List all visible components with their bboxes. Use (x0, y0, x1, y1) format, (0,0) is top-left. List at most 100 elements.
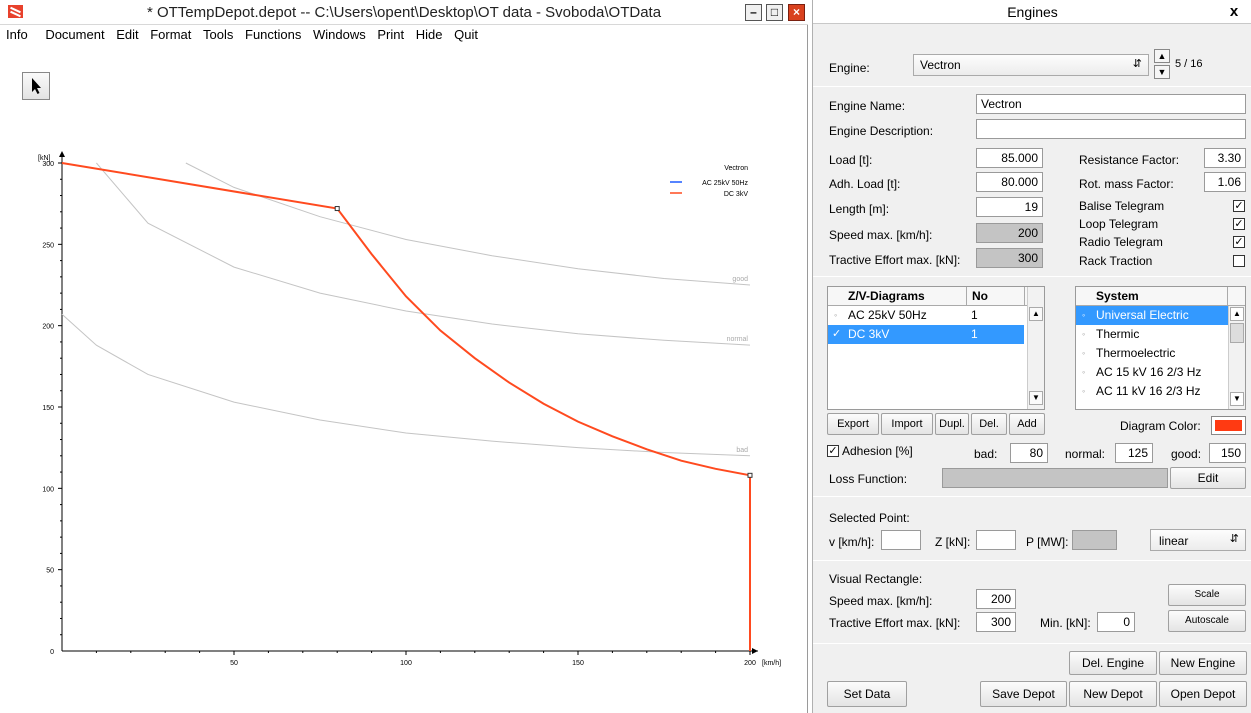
normal-label: normal: (1065, 447, 1106, 461)
engine-prev-button[interactable]: ▲ (1154, 49, 1170, 63)
scroll-up-icon[interactable]: ▲ (1029, 307, 1043, 321)
length-field[interactable]: 19 (976, 197, 1043, 217)
te-max-field: 300 (976, 248, 1043, 268)
system-row[interactable]: ◦ Thermic (1076, 325, 1245, 344)
edit-loss-button[interactable]: Edit (1170, 467, 1246, 489)
diagram-color-swatch[interactable] (1211, 416, 1246, 435)
diagram-row[interactable]: ◦ AC 25kV 50Hz 1 (828, 306, 1024, 325)
rack-checkbox[interactable] (1233, 255, 1245, 267)
p-label: P [MW]: (1026, 535, 1069, 549)
export-button[interactable]: Export (827, 413, 879, 435)
p-field (1072, 530, 1117, 550)
legend-title: Vectron (724, 165, 748, 172)
system-row-selected[interactable]: ◦ Universal Electric (1076, 306, 1228, 325)
separator (813, 496, 1251, 497)
resistance-field[interactable]: 3.30 (1204, 148, 1246, 168)
add-diagram-button[interactable]: Add (1009, 413, 1045, 435)
interpolation-value: linear (1159, 534, 1189, 548)
diagram-row-selected[interactable]: ✓ DC 3kV 1 (828, 325, 1024, 344)
x-tick-label: 150 (572, 660, 584, 667)
menu-functions[interactable]: Functions (245, 27, 302, 42)
good-field[interactable]: 150 (1209, 443, 1246, 463)
diagrams-scrollbar[interactable]: ▲ ▼ (1027, 287, 1044, 409)
engine-select[interactable]: Vectron ⇵ (913, 54, 1149, 76)
vr-te-field[interactable]: 300 (976, 612, 1016, 632)
rot-mass-field[interactable]: 1.06 (1204, 172, 1246, 192)
loss-function-label: Loss Function: (829, 472, 908, 486)
bullet-icon: ◦ (1082, 329, 1086, 339)
scroll-up-icon[interactable]: ▲ (1230, 307, 1244, 321)
engines-close-button[interactable]: x (1229, 3, 1239, 20)
normal-field[interactable]: 125 (1115, 443, 1153, 463)
import-button[interactable]: Import (881, 413, 933, 435)
bad-field[interactable]: 80 (1010, 443, 1048, 463)
menu-tools[interactable]: Tools (203, 27, 234, 42)
adh-load-field[interactable]: 80.000 (976, 172, 1043, 192)
set-data-button[interactable]: Set Data (827, 681, 907, 707)
system-row[interactable]: ◦ AC 15 kV 16 2/3 Hz (1076, 363, 1245, 382)
v-label: v [km/h]: (829, 535, 875, 549)
new-engine-button[interactable]: New Engine (1159, 651, 1247, 675)
balise-checkbox[interactable]: ✓ (1233, 200, 1245, 212)
v-field[interactable] (881, 530, 921, 550)
legend-entry: DC 3kV (724, 191, 748, 198)
engines-titlebar[interactable]: Engines x (813, 0, 1251, 24)
menu-format[interactable]: Format (150, 27, 192, 42)
data-point-marker (334, 206, 340, 212)
diagrams-list[interactable]: Z/V-Diagrams No ◦ AC 25kV 50Hz 1 ✓ DC 3k… (827, 286, 1045, 410)
menu-quit[interactable]: Quit (454, 27, 478, 42)
scroll-down-icon[interactable]: ▼ (1230, 392, 1244, 406)
system-row-label: Universal Electric (1096, 308, 1189, 322)
menu-hide[interactable]: Hide (415, 27, 443, 42)
loop-label: Loop Telegram (1079, 217, 1159, 231)
engine-select-value: Vectron (920, 58, 961, 72)
zv-chart[interactable]: 50 100 150 200 0 50 100 150 200 250 300 [km/h] [kN] g… (0, 140, 808, 670)
adhesion-checkbox[interactable]: ✓ (827, 445, 839, 457)
new-depot-button[interactable]: New Depot (1069, 681, 1157, 707)
radio-checkbox[interactable]: ✓ (1233, 236, 1245, 248)
save-depot-button[interactable]: Save Depot (980, 681, 1067, 707)
main-titlebar[interactable]: * OTTempDepot.depot -- C:\Users\opent\De… (0, 0, 808, 25)
system-scrollbar[interactable]: ▲ ▼ (1228, 306, 1245, 409)
z-field[interactable] (976, 530, 1016, 550)
interpolation-select[interactable]: linear ⇵ (1150, 529, 1246, 551)
loop-checkbox[interactable]: ✓ (1233, 218, 1245, 230)
menu-windows[interactable]: Windows (313, 27, 366, 42)
delete-engine-button[interactable]: Del. Engine (1069, 651, 1157, 675)
vr-speed-field[interactable]: 200 (976, 589, 1016, 609)
duplicate-button[interactable]: Dupl. (935, 413, 969, 435)
adh-load-label: Adh. Load [t]: (829, 177, 901, 191)
adhesion-curve-normal (96, 162, 751, 346)
engine-name-field[interactable]: Vectron (976, 94, 1246, 114)
load-field[interactable]: 85.000 (976, 148, 1043, 168)
open-depot-button[interactable]: Open Depot (1159, 681, 1247, 707)
radio-label: Radio Telegram (1079, 235, 1163, 249)
y-tick-label: 150 (42, 405, 54, 412)
menu-document[interactable]: Document (45, 27, 105, 42)
close-window-button[interactable]: × (788, 4, 805, 21)
y-tick-label: 50 (46, 568, 54, 575)
engine-description-field[interactable] (976, 119, 1246, 139)
select-arrows-icon: ⇵ (1229, 533, 1239, 545)
minimize-button[interactable]: – (745, 4, 762, 21)
loss-function-field (942, 468, 1168, 488)
system-row[interactable]: ◦ AC 11 kV 16 2/3 Hz (1076, 382, 1245, 401)
menu-edit[interactable]: Edit (116, 27, 139, 42)
vr-min-field[interactable]: 0 (1097, 612, 1135, 632)
scroll-thumb[interactable] (1230, 323, 1244, 343)
menu-print[interactable]: Print (377, 27, 405, 42)
delete-diagram-button[interactable]: Del. (971, 413, 1007, 435)
menu-info[interactable]: Info (6, 27, 28, 42)
scroll-down-icon[interactable]: ▼ (1029, 391, 1043, 405)
y-tick-label: 300 (42, 161, 54, 168)
window-title: * OTTempDepot.depot -- C:\Users\opent\De… (146, 4, 662, 21)
scale-button[interactable]: Scale (1168, 584, 1246, 606)
maximize-button[interactable]: □ (766, 4, 783, 21)
system-row[interactable]: ◦ Thermoelectric (1076, 344, 1245, 363)
system-list[interactable]: System ◦ Universal Electric ◦ Thermic ◦ … (1075, 286, 1246, 410)
engine-next-button[interactable]: ▼ (1154, 65, 1170, 79)
autoscale-button[interactable]: Autoscale (1168, 610, 1246, 632)
diagram-row-no: 1 (971, 327, 978, 341)
pointer-tool-button[interactable] (22, 72, 50, 100)
visual-rectangle-label: Visual Rectangle: (829, 572, 923, 586)
